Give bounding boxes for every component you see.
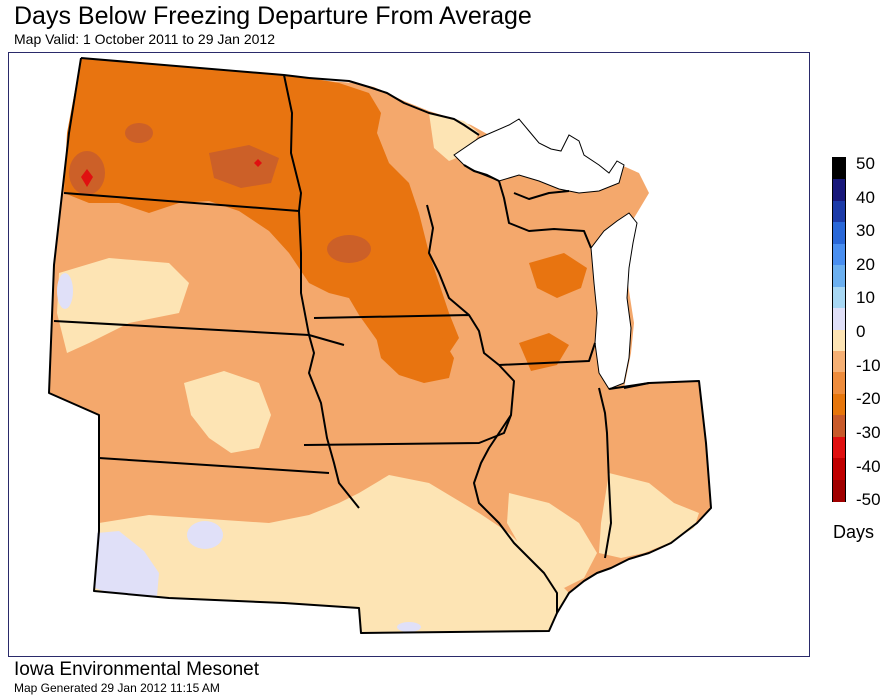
legend-tick-label: 10 (856, 288, 875, 308)
legend-tick-label: -10 (856, 355, 881, 375)
legend-swatch (833, 436, 845, 459)
legend-swatch (833, 372, 845, 395)
map-subtitle: Map Valid: 1 October 2011 to 29 Jan 2012 (14, 31, 275, 47)
legend-tick-label: -40 (856, 456, 881, 476)
footer-organization: Iowa Environmental Mesonet (14, 659, 260, 680)
legend-tick-label: 30 (856, 221, 875, 241)
region-red-nd (254, 159, 262, 167)
region-red-mt (81, 169, 93, 187)
legend-swatch (833, 222, 845, 245)
legend-tick-label: -50 (856, 490, 881, 510)
legend-swatch (833, 415, 845, 438)
region-light-tan-illinois (507, 493, 597, 588)
region-lavender-nebraska (57, 273, 73, 309)
legend-tick-label: 20 (856, 254, 875, 274)
legend-tick-label: 50 (856, 154, 875, 173)
region-light-tan-nebraska (57, 258, 189, 353)
legend-tick-label: -30 (856, 422, 881, 442)
region-light-tan-kansas (184, 371, 271, 453)
legend-swatch (833, 479, 845, 502)
lake-michigan (590, 212, 638, 390)
region-orange-wisconsin (529, 253, 587, 298)
legend-swatch (833, 265, 845, 288)
region-dark-orange-nd2 (125, 123, 153, 143)
region-lavender-missouri (397, 622, 421, 632)
legend-swatch (833, 243, 845, 266)
legend-tick-label: 40 (856, 187, 875, 207)
region-lavender-sw (95, 531, 159, 596)
legend-bar (832, 157, 846, 502)
map-title: Days Below Freezing Departure From Avera… (14, 2, 532, 30)
legend-swatch (833, 179, 845, 202)
region-lavender-kansas (187, 521, 223, 549)
footer-generated: Map Generated 29 Jan 2012 11:15 AM (14, 681, 220, 695)
lake-superior (453, 118, 625, 194)
state-borders (48, 57, 712, 634)
legend-swatch (833, 458, 845, 481)
color-legend: 50 40 30 20 10 0 -10 -20 -30 -40 -50 (832, 154, 888, 517)
legend-tick-label: 0 (856, 322, 866, 342)
legend-swatch (833, 308, 845, 330)
legend-swatch (833, 350, 845, 373)
legend-swatch (833, 200, 845, 223)
choropleth-map (48, 57, 712, 634)
legend-swatch (833, 329, 845, 352)
region-dark-orange-nd (209, 145, 279, 188)
legend-tick-label: -20 (856, 389, 881, 409)
legend-swatch (833, 393, 845, 416)
legend-swatch (833, 286, 845, 309)
region-light-tan-south (94, 475, 569, 633)
region-orange-iowa (374, 323, 454, 383)
region-dark-orange-mn (327, 235, 371, 263)
map-frame (8, 52, 810, 657)
legend-units: Days (833, 522, 875, 542)
legend-swatch (833, 158, 845, 180)
region-light-tan-indiana (599, 473, 699, 558)
